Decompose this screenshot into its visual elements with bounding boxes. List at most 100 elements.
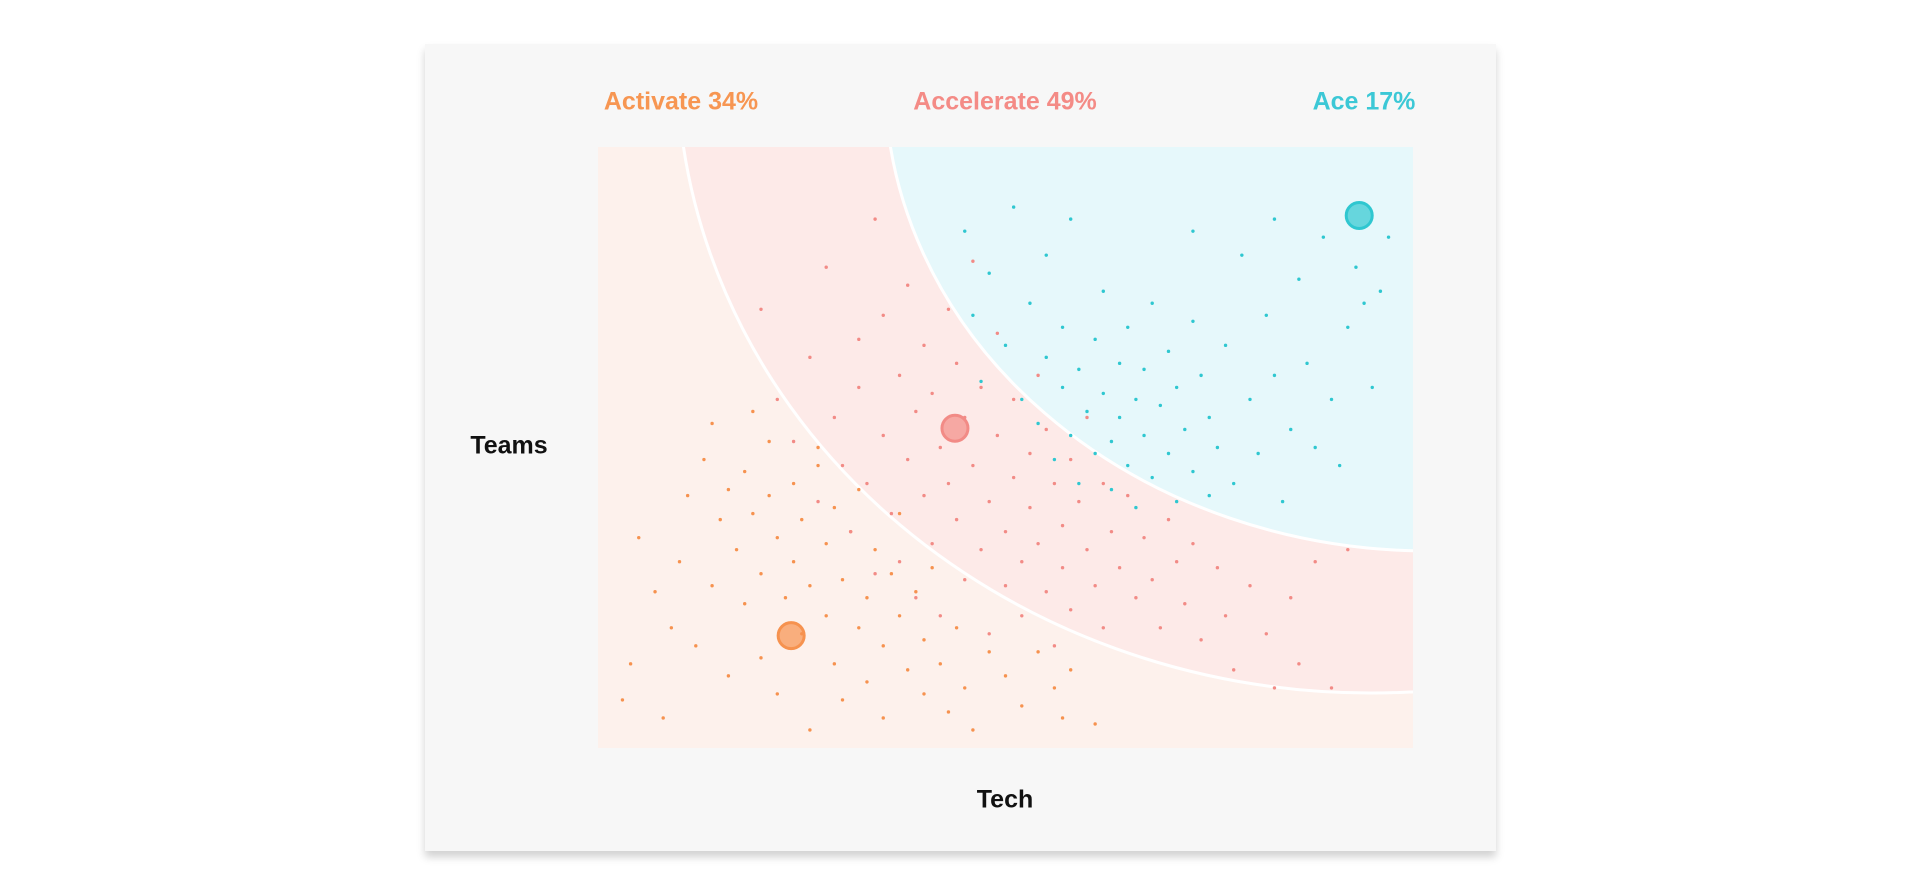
data-point <box>1077 499 1081 504</box>
data-point <box>1126 325 1130 329</box>
data-point <box>930 541 934 546</box>
data-point <box>1264 632 1269 636</box>
data-point <box>685 493 690 498</box>
data-point <box>1060 523 1065 528</box>
data-point <box>979 379 983 384</box>
data-point <box>751 511 755 516</box>
legend-label: Activate 34% <box>604 88 758 116</box>
data-point <box>1126 463 1130 468</box>
data-point <box>1191 319 1195 323</box>
data-point <box>889 511 894 516</box>
data-point <box>906 668 910 672</box>
data-point <box>1191 229 1195 233</box>
data-point <box>767 493 771 498</box>
data-point <box>734 547 739 552</box>
data-point <box>702 457 706 462</box>
data-point <box>1109 529 1114 534</box>
data-point <box>971 728 975 732</box>
data-point <box>1174 499 1179 504</box>
data-point <box>1191 541 1195 546</box>
data-point <box>979 547 983 552</box>
highlight-point <box>940 413 970 443</box>
data-point <box>1085 415 1089 420</box>
data-point <box>922 692 926 696</box>
data-point <box>897 511 902 516</box>
data-point <box>1313 559 1317 564</box>
data-point <box>1386 235 1391 239</box>
data-point <box>873 547 877 552</box>
data-point <box>840 463 845 468</box>
data-point <box>922 343 926 348</box>
data-point <box>824 541 828 546</box>
data-point <box>881 433 885 438</box>
data-point <box>1069 433 1073 438</box>
data-point <box>816 463 820 468</box>
data-point <box>922 638 926 642</box>
data-point <box>1101 391 1106 396</box>
data-point <box>1166 349 1171 354</box>
data-point <box>954 361 959 366</box>
data-point <box>751 409 755 414</box>
data-point <box>1354 265 1358 269</box>
data-point <box>1321 235 1326 239</box>
data-point <box>1060 385 1065 390</box>
data-point <box>954 626 959 630</box>
data-point <box>995 433 1000 438</box>
data-point <box>914 590 918 594</box>
data-point <box>1232 668 1236 672</box>
data-point <box>1069 217 1073 221</box>
data-point <box>1223 614 1228 618</box>
data-point <box>1117 415 1122 420</box>
data-point <box>930 566 934 570</box>
data-point <box>816 445 820 450</box>
data-point <box>1028 505 1032 510</box>
data-point <box>1337 463 1342 468</box>
data-point <box>1093 722 1097 726</box>
data-point <box>1297 662 1301 666</box>
data-point <box>865 596 869 600</box>
data-point <box>1020 559 1024 564</box>
data-point <box>971 463 975 468</box>
data-point <box>897 614 902 618</box>
data-point <box>897 559 902 564</box>
data-point <box>1020 397 1024 402</box>
data-point <box>1060 566 1065 570</box>
data-point <box>1044 355 1048 360</box>
data-point <box>946 307 951 311</box>
data-point <box>1264 313 1269 317</box>
data-point <box>1060 716 1065 720</box>
data-point <box>1134 397 1138 402</box>
data-point <box>718 517 722 522</box>
data-point <box>726 674 731 678</box>
data-point <box>857 487 861 492</box>
data-point <box>930 391 934 396</box>
data-point <box>1085 409 1089 414</box>
data-point <box>938 662 942 666</box>
data-point <box>987 499 991 504</box>
data-point <box>1036 541 1040 546</box>
data-point <box>726 487 731 492</box>
data-point <box>710 584 714 588</box>
data-point <box>1183 602 1187 606</box>
highlight-point <box>1344 201 1374 231</box>
data-point <box>661 716 665 720</box>
data-point <box>1077 367 1081 372</box>
data-point <box>906 457 910 462</box>
data-point <box>865 680 869 684</box>
data-point <box>1240 253 1244 257</box>
data-point <box>1174 559 1179 564</box>
data-point <box>710 421 714 426</box>
data-point <box>791 481 796 486</box>
data-point <box>1052 644 1057 648</box>
data-point <box>1060 325 1065 329</box>
data-point <box>1199 638 1203 642</box>
data-point <box>1101 626 1106 630</box>
data-point <box>840 578 845 582</box>
data-point <box>865 481 869 486</box>
data-point <box>1215 445 1220 450</box>
data-point <box>1011 205 1016 209</box>
data-point <box>1223 343 1228 348</box>
data-point <box>808 584 812 588</box>
data-point <box>963 229 967 233</box>
